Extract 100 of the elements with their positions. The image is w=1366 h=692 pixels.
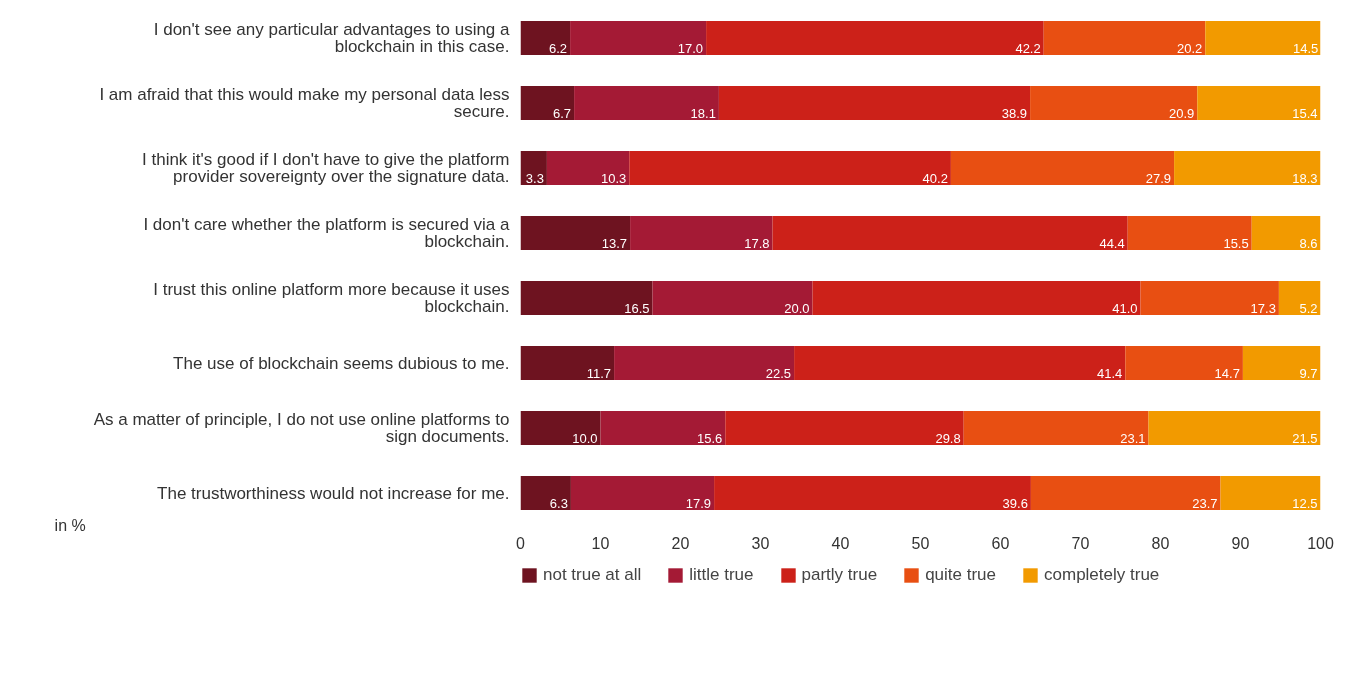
data-label: 17.9	[685, 495, 712, 511]
data-label: 38.9	[1001, 105, 1028, 121]
data-label: 16.5	[624, 300, 650, 316]
legend-label: not true at all	[543, 565, 642, 585]
y-tick-label: I trust this online platform more because it uses blockchain.	[153, 279, 510, 317]
x-tick-label: 100	[1307, 534, 1334, 552]
bar	[520, 21, 571, 55]
legend-label: little true	[689, 565, 754, 585]
data-label: 23.7	[1192, 495, 1218, 511]
bar	[520, 476, 571, 510]
bar	[1043, 21, 1206, 55]
data-label: 15.4	[1292, 105, 1318, 121]
bar	[546, 151, 630, 185]
bar	[614, 346, 795, 380]
bar	[1140, 281, 1279, 315]
bar	[629, 151, 951, 185]
legend-label: completely true	[1044, 565, 1160, 585]
bar	[725, 411, 964, 445]
data-label: 6.7	[553, 105, 572, 121]
data-label: 17.3	[1250, 300, 1276, 316]
data-label: 18.3	[1292, 170, 1318, 186]
x-tick-label: 10	[591, 534, 610, 552]
x-tick-label: 30	[751, 534, 770, 552]
data-label: 18.1	[690, 105, 716, 121]
x-tick-label: 70	[1071, 534, 1090, 552]
data-label: 41.4	[1097, 365, 1123, 381]
bar	[1030, 86, 1198, 120]
y-tick-label: The use of blockchain seems dubious to me.	[173, 353, 510, 373]
bar	[1251, 216, 1321, 250]
bar	[812, 281, 1141, 315]
y-tick-label: As a matter of principle, I do not use online platforms to sign documents.	[93, 409, 510, 447]
data-label: 22.5	[765, 365, 792, 381]
data-label: 5.2	[1299, 300, 1318, 316]
bar	[570, 21, 707, 55]
bar	[1030, 476, 1221, 510]
bar	[1148, 411, 1321, 445]
y-tick-label: I don't see any particular advantages to using a blockchain in this case.	[153, 19, 511, 57]
data-label: 41.0	[1112, 300, 1138, 316]
data-label: 15.5	[1223, 235, 1249, 251]
x-tick-label: 50	[911, 534, 930, 552]
bar	[520, 411, 601, 445]
data-label: 39.6	[1002, 495, 1028, 511]
bar	[794, 346, 1126, 380]
x-axis-title: in %	[54, 517, 86, 534]
data-label: 14.7	[1214, 365, 1240, 381]
x-tick-label: 0	[516, 534, 526, 552]
bar	[520, 346, 615, 380]
data-label: 6.2	[549, 40, 568, 56]
x-tick-label: 40	[831, 534, 850, 552]
y-tick-label: I think it's good if I don't have to give the platform provider sovereignty over the signature data.	[142, 149, 510, 187]
bar	[714, 476, 1031, 510]
y-tick-label: I am afraid that this would make my personal data less secure.	[99, 84, 510, 122]
bar	[520, 216, 631, 250]
data-label: 42.2	[1015, 40, 1041, 56]
data-label: 27.9	[1145, 170, 1172, 186]
bar	[1278, 281, 1321, 315]
bar	[1127, 216, 1252, 250]
bar	[706, 21, 1044, 55]
data-label: 15.6	[697, 430, 723, 446]
bar	[1174, 151, 1321, 185]
data-label: 11.7	[586, 365, 612, 381]
bar	[1125, 346, 1243, 380]
x-tick-label: 20	[671, 534, 690, 552]
bar	[963, 411, 1149, 445]
bar	[1205, 21, 1321, 55]
x-tick-label: 80	[1151, 534, 1170, 552]
legend-label: quite true	[925, 565, 997, 585]
data-label: 13.7	[601, 235, 628, 251]
data-label: 8.6	[1299, 235, 1318, 251]
data-label: 3.3	[525, 170, 544, 186]
x-tick-label: 90	[1231, 534, 1250, 552]
bar	[570, 476, 715, 510]
bar	[1220, 476, 1321, 510]
data-label: 9.7	[1299, 365, 1318, 381]
data-label: 6.3	[549, 495, 568, 511]
data-label: 17.8	[744, 235, 770, 251]
data-label: 12.5	[1292, 495, 1318, 511]
bar	[520, 281, 653, 315]
data-label: 20.2	[1177, 40, 1203, 56]
data-label: 10.0	[572, 430, 598, 446]
data-label: 20.0	[784, 300, 810, 316]
legend-label: partly true	[801, 565, 878, 585]
data-label: 29.8	[935, 430, 961, 446]
data-label: 21.5	[1292, 430, 1318, 446]
data-label: 20.9	[1169, 105, 1195, 121]
data-label: 44.4	[1099, 235, 1125, 251]
bar	[520, 86, 575, 120]
bar	[652, 281, 813, 315]
bar	[772, 216, 1128, 250]
bar	[1242, 346, 1321, 380]
bar	[950, 151, 1175, 185]
data-label: 23.1	[1120, 430, 1146, 446]
data-label: 10.3	[601, 170, 627, 186]
bar	[1197, 86, 1321, 120]
bar	[574, 86, 719, 120]
y-tick-label: I don't care whether the platform is secured via a blockchain.	[143, 214, 511, 252]
x-tick-label: 60	[991, 534, 1010, 552]
bar	[718, 86, 1031, 120]
data-label: 17.0	[677, 40, 704, 56]
y-tick-label: The trustworthiness would not increase for me.	[157, 483, 510, 503]
